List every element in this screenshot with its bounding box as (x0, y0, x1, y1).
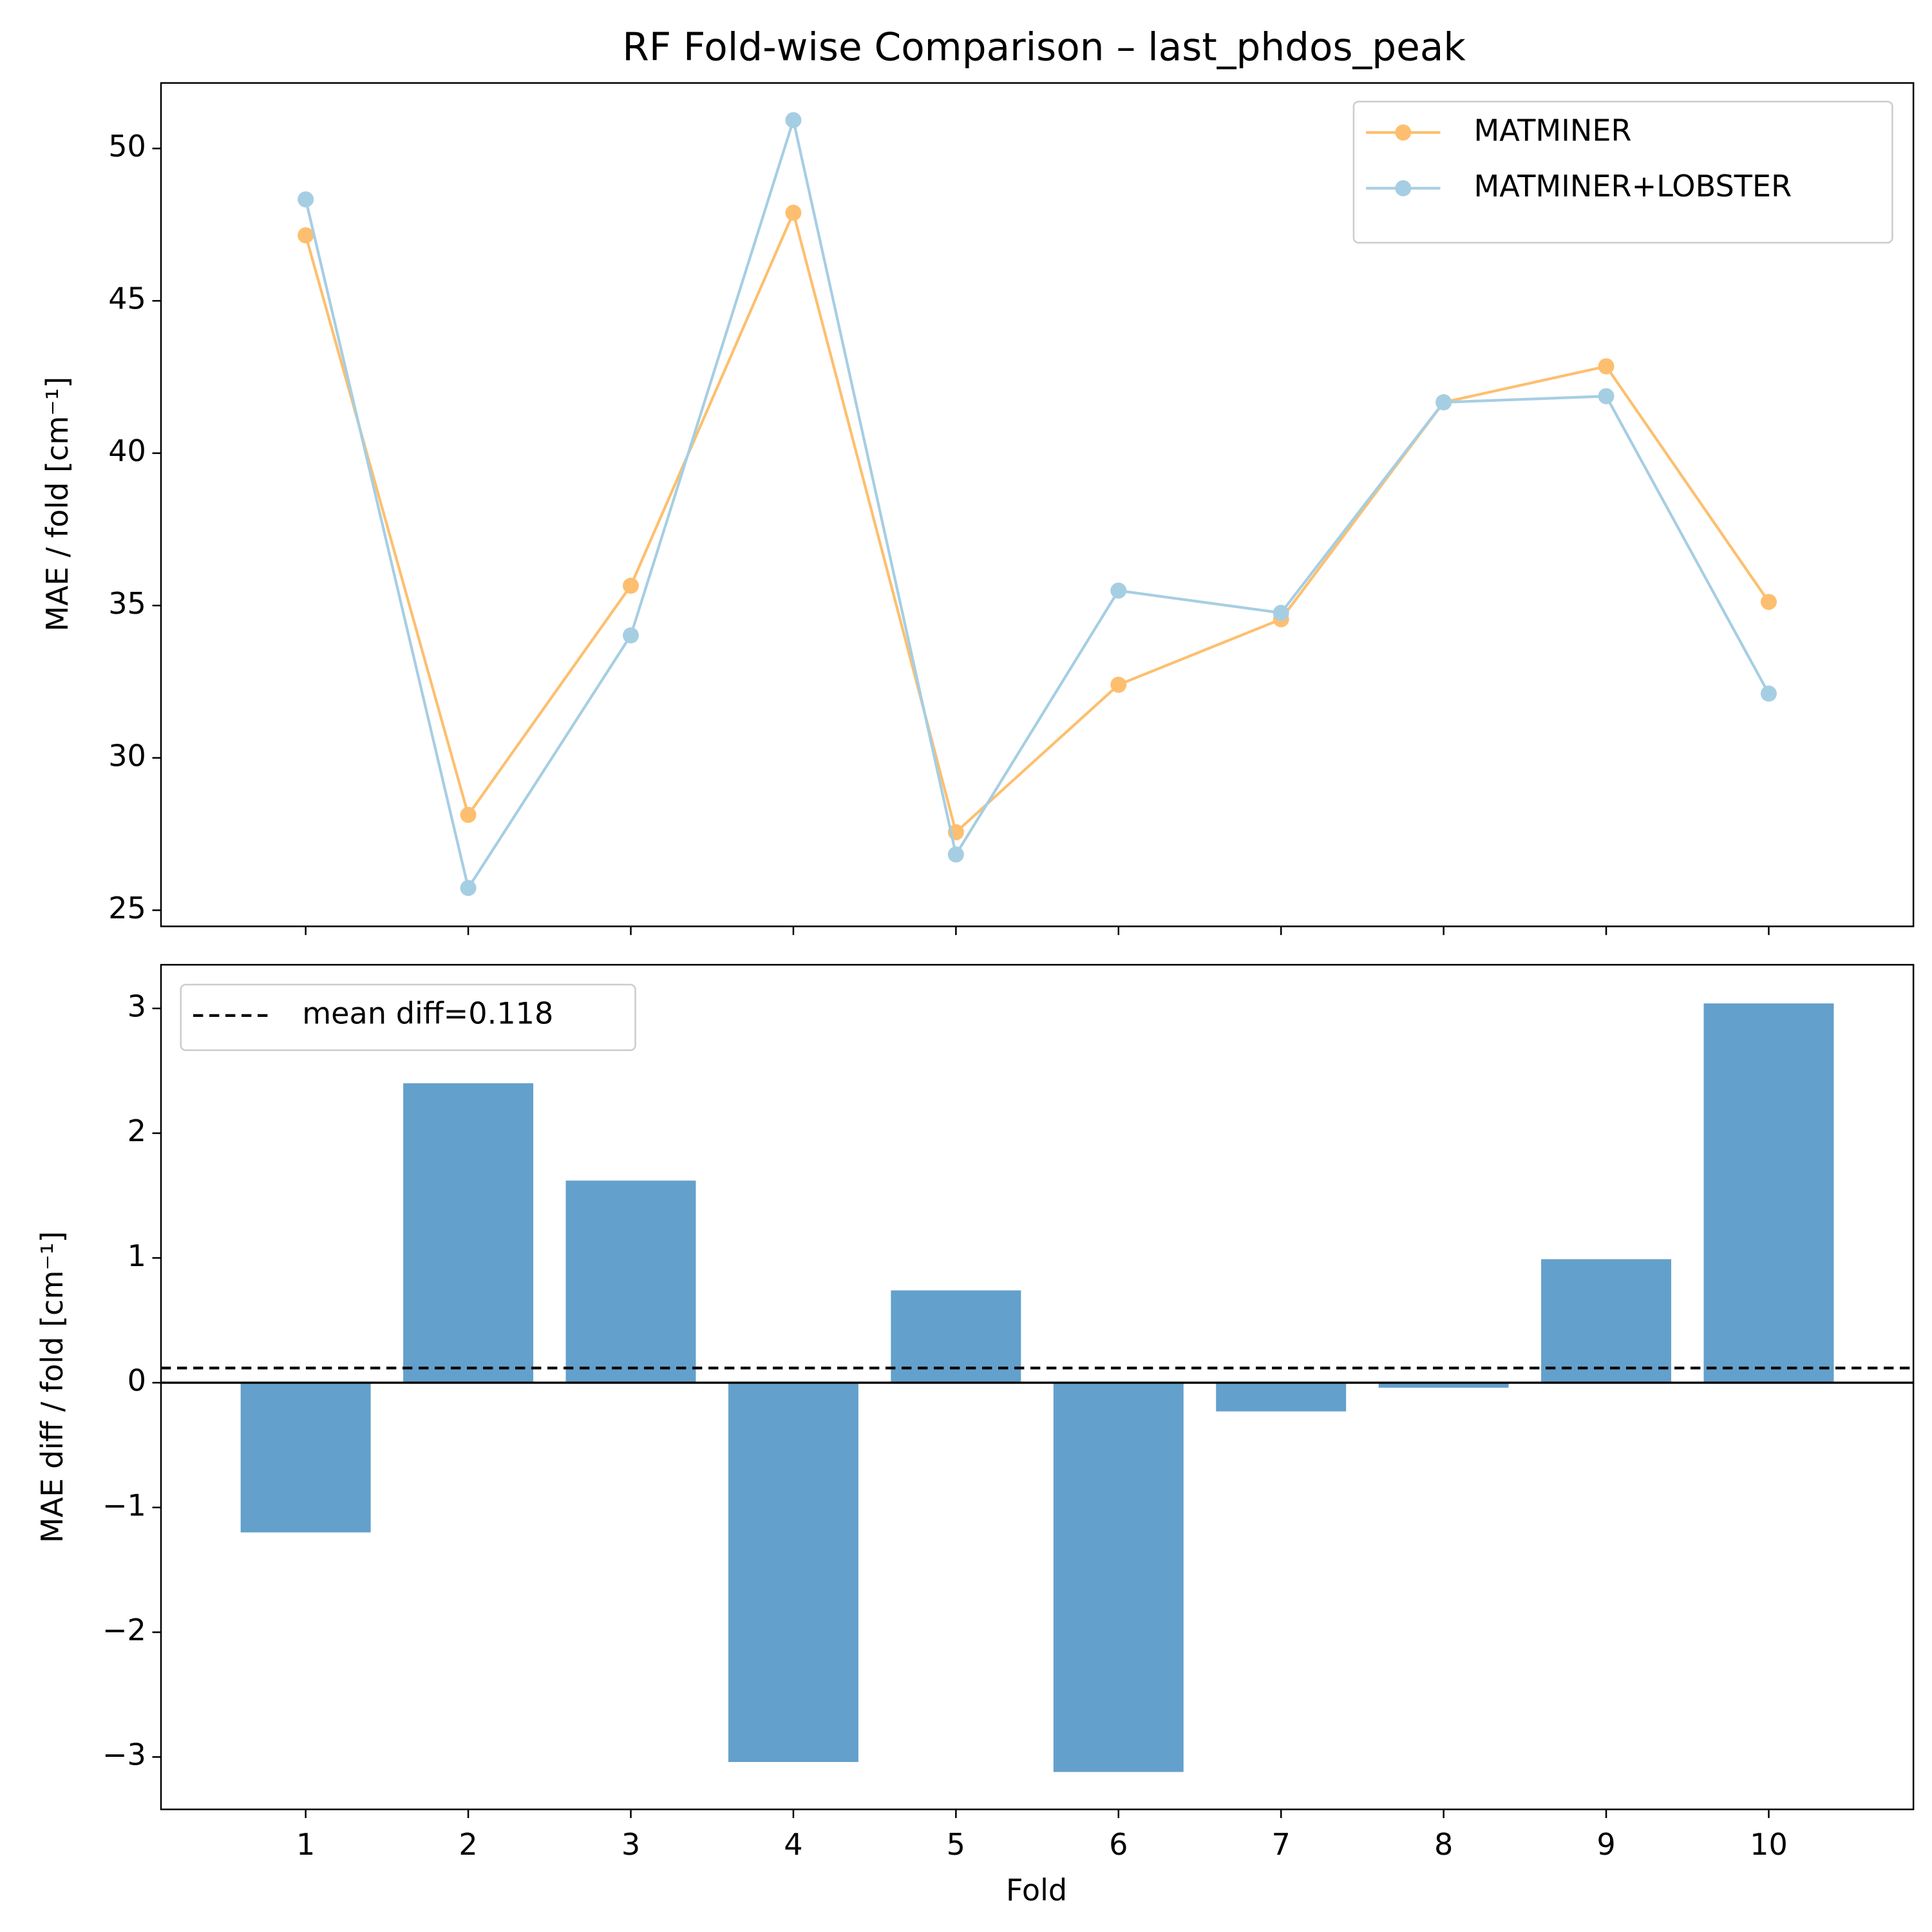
y-tick-label: 3 (128, 989, 146, 1023)
series-line (304, 208, 1770, 835)
point (623, 627, 639, 644)
point (1110, 582, 1127, 599)
x-axis-label: Fold (1006, 1873, 1067, 1908)
point (298, 191, 314, 208)
bar (240, 1383, 371, 1533)
legend-box (1352, 100, 1893, 244)
y-axis-label: MAE / fold [cm⁻¹] (40, 377, 75, 632)
x-tick-label: 10 (1750, 1827, 1788, 1862)
y-tick-label: −1 (102, 1488, 146, 1522)
bar (565, 1180, 696, 1383)
y-tick-label: 0 (128, 1363, 146, 1398)
y-axis-label: MAE diff / fold [cm⁻¹] (35, 1231, 70, 1543)
y-tick-label: 30 (108, 738, 146, 773)
x-tick-label: 5 (947, 1827, 965, 1862)
y-tick-label: 1 (128, 1238, 146, 1273)
legend-label: mean diff=0.118 (302, 996, 553, 1030)
point (623, 578, 639, 594)
point (1273, 605, 1289, 621)
x-tick-label: 2 (459, 1827, 477, 1862)
y-tick-label: 45 (108, 281, 146, 316)
chart-title: RF Fold-wise Comparison – last_phdos_pea… (622, 26, 1466, 70)
y-tick-label: 50 (108, 129, 146, 164)
point (785, 204, 802, 221)
x-tick-label: 4 (784, 1827, 802, 1862)
legend-box (180, 983, 636, 1052)
point (298, 227, 314, 243)
x-tick-label: 1 (296, 1827, 315, 1862)
axes-frame (160, 963, 1915, 1810)
bar (1053, 1383, 1184, 1772)
point (1435, 394, 1452, 411)
series-line (304, 115, 1770, 892)
point (1760, 685, 1777, 702)
point (1110, 676, 1127, 693)
point (460, 806, 477, 823)
x-tick-label: 3 (621, 1827, 640, 1862)
point (1760, 594, 1777, 611)
y-tick-label: 2 (128, 1113, 146, 1148)
point (1598, 358, 1615, 375)
point (460, 880, 477, 896)
x-tick-label: 8 (1434, 1827, 1453, 1862)
y-tick-label: −3 (102, 1738, 146, 1772)
point (947, 846, 964, 863)
bar (1703, 1003, 1834, 1383)
bar (1216, 1383, 1347, 1412)
bar (1378, 1383, 1509, 1388)
x-tick-label: 7 (1272, 1827, 1291, 1862)
legend-marker (1395, 180, 1412, 196)
y-tick-label: −2 (102, 1613, 146, 1647)
bar (1541, 1259, 1672, 1383)
bar (403, 1083, 534, 1383)
x-tick-label: 6 (1109, 1827, 1128, 1862)
axes-frame (160, 82, 1915, 927)
y-tick-label: 40 (108, 433, 146, 468)
bar (728, 1383, 858, 1762)
legend-label: MATMINER+LOBSTER (1473, 169, 1792, 204)
x-tick-label: 9 (1596, 1827, 1615, 1862)
point (785, 112, 802, 129)
point (1598, 388, 1615, 404)
legend-marker (1395, 124, 1412, 141)
y-tick-label: 35 (108, 586, 146, 621)
y-tick-label: 25 (108, 891, 146, 925)
legend-label: MATMINER (1473, 113, 1631, 147)
